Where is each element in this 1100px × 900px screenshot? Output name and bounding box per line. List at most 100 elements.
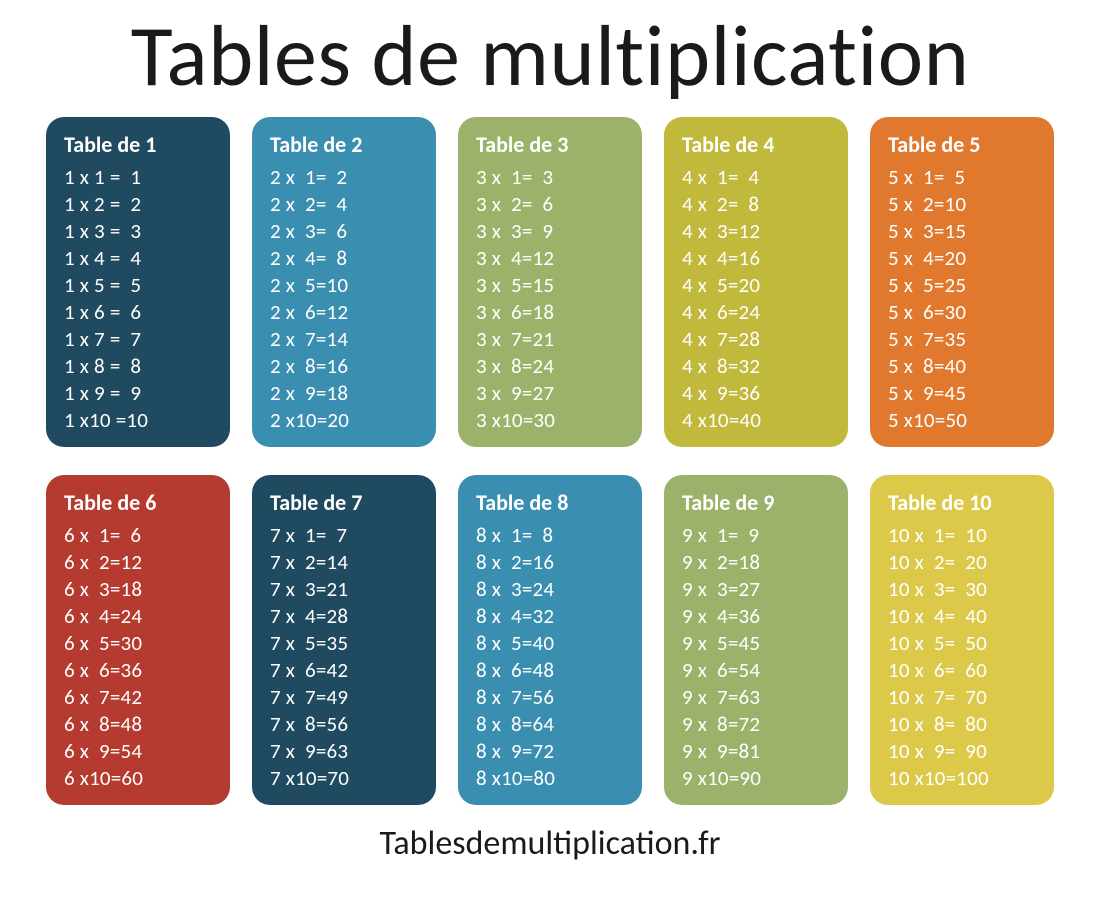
table-row: 9 x 5=45 (682, 630, 836, 657)
table-card-rows: 2 x 1= 22 x 2= 42 x 3= 62 x 4= 82 x 5=10… (270, 164, 424, 434)
table-row: 2 x 4= 8 (270, 245, 424, 272)
table-row: 6 x 2=12 (64, 549, 218, 576)
table-card-title: Table de 4 (682, 131, 836, 158)
table-row: 8 x 5=40 (476, 630, 630, 657)
table-card-5: Table de 55 x 1= 55 x 2=105 x 3=155 x 4=… (870, 117, 1054, 447)
table-row: 2 x 6=12 (270, 299, 424, 326)
table-row: 1 x 7 = 7 (64, 326, 218, 353)
table-row: 2 x 9=18 (270, 380, 424, 407)
table-row: 8 x 9=72 (476, 738, 630, 765)
table-row: 3 x 4=12 (476, 245, 630, 272)
table-card-title: Table de 1 (64, 131, 218, 158)
table-row: 6 x 8=48 (64, 711, 218, 738)
table-card-title: Table de 3 (476, 131, 630, 158)
table-row: 2 x 8=16 (270, 353, 424, 380)
table-card-rows: 3 x 1= 33 x 2= 63 x 3= 93 x 4=123 x 5=15… (476, 164, 630, 434)
table-row: 10 x10=100 (888, 765, 1042, 792)
table-row: 4 x 7=28 (682, 326, 836, 353)
page-title: Tables de multiplication (131, 4, 970, 109)
table-card-10: Table de 1010 x 1= 1010 x 2= 2010 x 3= 3… (870, 475, 1054, 805)
table-row: 6 x 1= 6 (64, 522, 218, 549)
table-row: 4 x 6=24 (682, 299, 836, 326)
table-row: 9 x 3=27 (682, 576, 836, 603)
table-row: 7 x 8=56 (270, 711, 424, 738)
table-row: 1 x 5 = 5 (64, 272, 218, 299)
table-row: 10 x 3= 30 (888, 576, 1042, 603)
table-row: 3 x 5=15 (476, 272, 630, 299)
page: Tables de multiplication Table de 1 1 x 1… (0, 0, 1100, 900)
table-row: 4 x 2= 8 (682, 191, 836, 218)
table-row: 6 x 6=36 (64, 657, 218, 684)
table-row: 1 x 8 = 8 (64, 353, 218, 380)
table-card-4: Table de 4 4 x 1= 44 x 2= 84 x 3=124 x 4=… (664, 117, 848, 447)
table-row: 4 x 3=12 (682, 218, 836, 245)
table-row: 3 x 2= 6 (476, 191, 630, 218)
table-card-7: Table de 77 x 1= 77 x 2=147 x 3=217 x 4=… (252, 475, 436, 805)
table-row: 8 x 4=32 (476, 603, 630, 630)
table-row: 4 x10=40 (682, 407, 836, 434)
table-card-rows: 1 x 1 = 11 x 2 = 21 x 3 = 31 x 4 = 41 x … (64, 164, 218, 434)
table-row: 3 x 1= 3 (476, 164, 630, 191)
table-card-title: Table de 7 (270, 489, 424, 516)
table-row: 5 x 5=25 (888, 272, 1042, 299)
table-card-title: Table de 6 (64, 489, 218, 516)
table-card-title: Table de 8 (476, 489, 630, 516)
table-row: 8 x 7=56 (476, 684, 630, 711)
table-row: 1 x 4 = 4 (64, 245, 218, 272)
table-row: 8 x 2=16 (476, 549, 630, 576)
table-row: 2 x 1= 2 (270, 164, 424, 191)
table-card-title: Table de 2 (270, 131, 424, 158)
table-row: 6 x 4=24 (64, 603, 218, 630)
table-row: 6 x 5=30 (64, 630, 218, 657)
table-card-9: Table de 99 x 1= 99 x 2=189 x 3=279 x 4=… (664, 475, 848, 805)
tables-grid: Table de 11 x 1 = 11 x 2 = 21 x 3 = 31 x… (46, 117, 1054, 805)
table-card-1: Table de 11 x 1 = 11 x 2 = 21 x 3 = 31 x… (46, 117, 230, 447)
table-row: 5 x 3=15 (888, 218, 1042, 245)
table-card-rows: 5 x 1= 55 x 2=105 x 3=155 x 4=205 x 5=25… (888, 164, 1042, 434)
table-card-6: Table de 66 x 1= 66 x 2=126 x 3=186 x 4=… (46, 475, 230, 805)
table-row: 7 x 5=35 (270, 630, 424, 657)
table-row: 4 x 8=32 (682, 353, 836, 380)
table-row: 9 x 4=36 (682, 603, 836, 630)
table-row: 2 x 3= 6 (270, 218, 424, 245)
table-row: 1 x 6 = 6 (64, 299, 218, 326)
table-row: 9 x 1= 9 (682, 522, 836, 549)
table-row: 9 x 2=18 (682, 549, 836, 576)
footer-link: Tablesdemultiplication.fr (379, 823, 720, 864)
table-card-rows: 10 x 1= 1010 x 2= 2010 x 3= 3010 x 4= 40… (888, 522, 1042, 792)
table-row: 3 x10=30 (476, 407, 630, 434)
table-row: 7 x 4=28 (270, 603, 424, 630)
table-row: 5 x 2=10 (888, 191, 1042, 218)
table-card-3: Table de 3 3 x 1= 33 x 2= 63 x 3= 93 x 4=… (458, 117, 642, 447)
table-card-8: Table de 88 x 1= 88 x 2=168 x 3=248 x 4=… (458, 475, 642, 805)
table-row: 1 x 1 = 1 (64, 164, 218, 191)
table-row: 4 x 5=20 (682, 272, 836, 299)
table-row: 5 x 7=35 (888, 326, 1042, 353)
table-card-2: Table de 2 2 x 1= 22 x 2= 42 x 3= 62 x 4=… (252, 117, 436, 447)
table-row: 9 x 6=54 (682, 657, 836, 684)
table-row: 1 x 9 = 9 (64, 380, 218, 407)
table-row: 1 x 2 = 2 (64, 191, 218, 218)
table-row: 8 x 3=24 (476, 576, 630, 603)
table-row: 1 x 3 = 3 (64, 218, 218, 245)
table-row: 5 x 9=45 (888, 380, 1042, 407)
table-row: 4 x 1= 4 (682, 164, 836, 191)
table-row: 7 x 2=14 (270, 549, 424, 576)
table-row: 4 x 4=16 (682, 245, 836, 272)
table-row: 5 x 8=40 (888, 353, 1042, 380)
table-row: 8 x10=80 (476, 765, 630, 792)
table-card-rows: 4 x 1= 44 x 2= 84 x 3=124 x 4=164 x 5=20… (682, 164, 836, 434)
table-row: 2 x 7=14 (270, 326, 424, 353)
table-row: 5 x 4=20 (888, 245, 1042, 272)
table-row: 3 x 9=27 (476, 380, 630, 407)
table-row: 5 x 1= 5 (888, 164, 1042, 191)
table-card-rows: 9 x 1= 99 x 2=189 x 3=279 x 4=369 x 5=45… (682, 522, 836, 792)
table-row: 9 x10=90 (682, 765, 836, 792)
table-row: 4 x 9=36 (682, 380, 836, 407)
table-row: 3 x 8=24 (476, 353, 630, 380)
table-row: 10 x 9= 90 (888, 738, 1042, 765)
table-row: 2 x 2= 4 (270, 191, 424, 218)
table-row: 9 x 8=72 (682, 711, 836, 738)
table-row: 5 x10=50 (888, 407, 1042, 434)
table-row: 10 x 4= 40 (888, 603, 1042, 630)
